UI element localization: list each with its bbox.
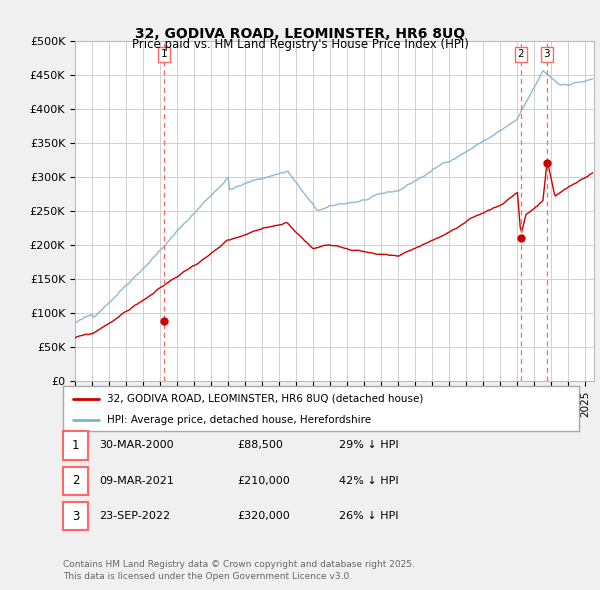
Text: 1: 1 [161,50,167,60]
Text: 32, GODIVA ROAD, LEOMINSTER, HR6 8UQ (detached house): 32, GODIVA ROAD, LEOMINSTER, HR6 8UQ (de… [107,394,423,404]
Text: Contains HM Land Registry data © Crown copyright and database right 2025.
This d: Contains HM Land Registry data © Crown c… [63,560,415,581]
Text: 2: 2 [517,50,524,60]
Text: 3: 3 [544,50,550,60]
Text: 2: 2 [72,474,79,487]
Text: £88,500: £88,500 [237,441,283,450]
Text: Price paid vs. HM Land Registry's House Price Index (HPI): Price paid vs. HM Land Registry's House … [131,38,469,51]
Text: 09-MAR-2021: 09-MAR-2021 [99,476,174,486]
Text: 26% ↓ HPI: 26% ↓ HPI [339,512,398,521]
Text: 29% ↓ HPI: 29% ↓ HPI [339,441,398,450]
Text: 3: 3 [72,510,79,523]
Text: HPI: Average price, detached house, Herefordshire: HPI: Average price, detached house, Here… [107,415,371,425]
Text: £320,000: £320,000 [237,512,290,521]
Text: 42% ↓ HPI: 42% ↓ HPI [339,476,398,486]
Text: 23-SEP-2022: 23-SEP-2022 [99,512,170,521]
Text: 30-MAR-2000: 30-MAR-2000 [99,441,173,450]
Text: 1: 1 [72,439,79,452]
Text: 32, GODIVA ROAD, LEOMINSTER, HR6 8UQ: 32, GODIVA ROAD, LEOMINSTER, HR6 8UQ [135,27,465,41]
Text: £210,000: £210,000 [237,476,290,486]
